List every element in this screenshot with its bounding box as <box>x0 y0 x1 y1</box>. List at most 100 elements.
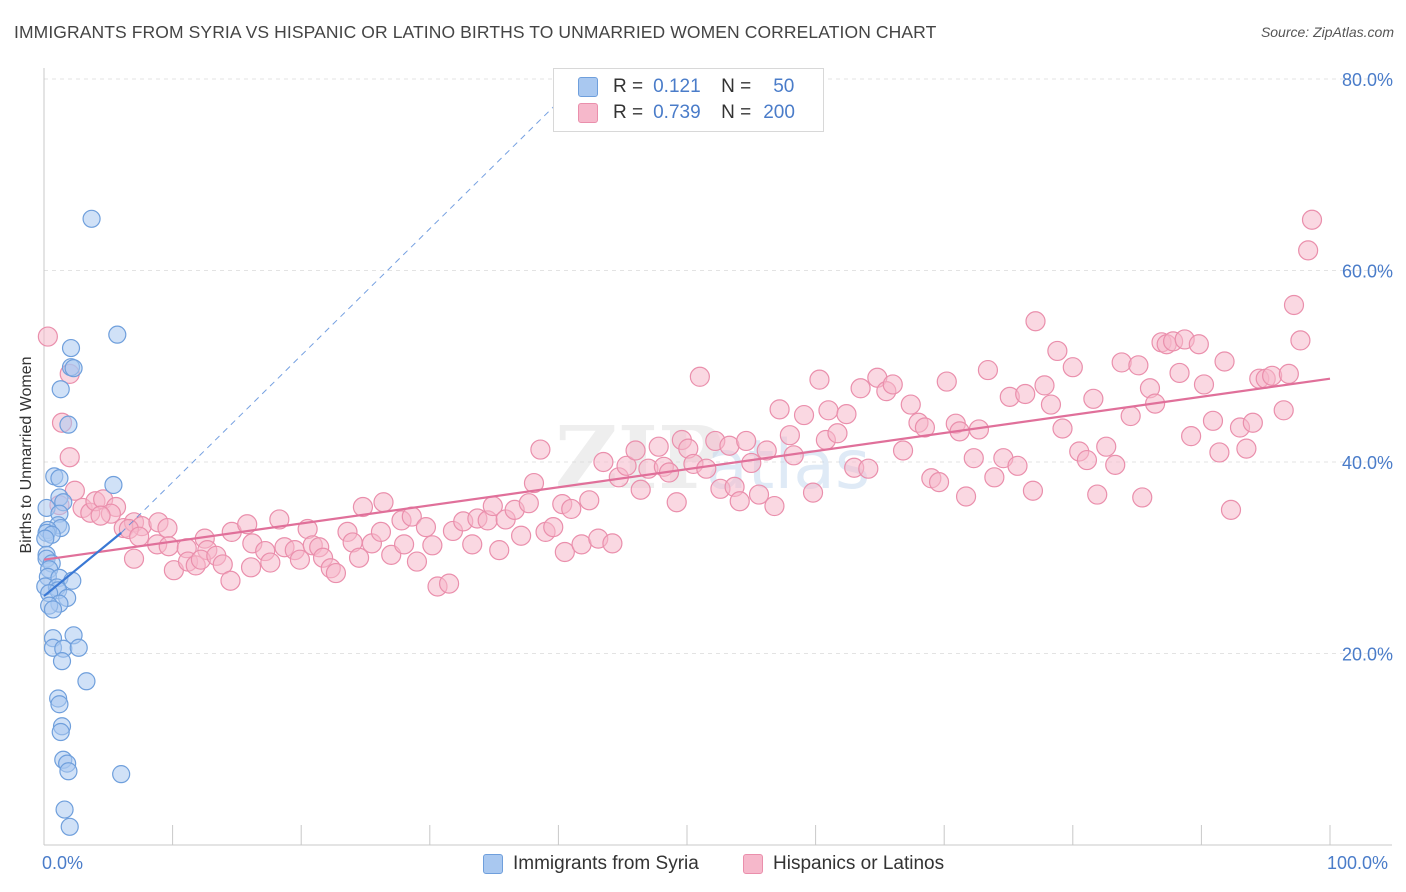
data-point-syria <box>77 672 96 691</box>
data-point-hispanics <box>1096 436 1117 457</box>
data-point-hispanics <box>237 514 258 535</box>
y-tick-label: 40.0% <box>1342 453 1393 473</box>
data-point-hispanics <box>462 534 483 555</box>
data-point-hispanics <box>648 436 669 457</box>
bottom-legend-syria: Immigrants from Syria <box>483 852 699 876</box>
data-point-hispanics <box>561 498 582 520</box>
data-point-hispanics <box>212 554 233 575</box>
data-point-hispanics <box>1278 363 1299 385</box>
legend-n-label: N = <box>721 102 752 123</box>
data-point-hispanics <box>1169 362 1190 384</box>
data-point-hispanics <box>1040 394 1062 415</box>
data-point-hispanics <box>900 394 921 415</box>
data-point-hispanics <box>836 404 857 425</box>
data-point-hispanics <box>1034 375 1055 396</box>
data-point-hispanics <box>59 447 80 468</box>
data-point-hispanics <box>489 539 510 561</box>
data-point-syria <box>50 469 69 488</box>
data-point-hispanics <box>928 472 950 493</box>
data-point-hispanics <box>393 534 415 555</box>
data-point-hispanics <box>1120 405 1141 427</box>
data-point-hispanics <box>802 482 824 503</box>
legend-r-value: 0.121 <box>653 76 701 97</box>
y-axis-title: Births to Unmarried Women <box>18 356 35 554</box>
data-point-hispanics <box>1193 374 1215 395</box>
data-point-hispanics <box>1273 400 1294 421</box>
data-point-hispanics <box>984 467 1005 488</box>
data-point-hispanics <box>827 423 848 444</box>
data-point-hispanics <box>1105 454 1126 475</box>
data-point-hispanics <box>850 378 871 399</box>
data-point-hispanics <box>955 486 977 507</box>
chart-title: IMMIGRANTS FROM SYRIA VS HISPANIC OR LAT… <box>14 22 937 42</box>
trend-lines <box>43 101 1331 597</box>
data-point-hispanics <box>1132 487 1153 508</box>
legend-swatch-syria <box>578 77 598 97</box>
data-point-hispanics <box>325 562 347 584</box>
data-point-hispanics <box>741 452 762 474</box>
data-point-hispanics <box>422 535 443 556</box>
data-point-hispanics <box>1025 311 1046 332</box>
trend-line-hispanics <box>43 377 1331 561</box>
data-point-syria <box>59 762 78 781</box>
data-point-hispanics <box>240 557 262 578</box>
data-point-hispanics <box>352 496 374 518</box>
source-label: Source: ZipAtlas.com <box>1260 24 1394 40</box>
data-point-hispanics <box>348 547 370 568</box>
data-point-hispanics <box>1298 240 1319 261</box>
data-point-hispanics <box>809 369 830 390</box>
data-point-hispanics <box>579 490 600 511</box>
correlation-legend: R = 0.121 N = 50 R = 0.739 N = 200 <box>553 68 824 132</box>
data-point-hispanics <box>518 493 539 514</box>
y-tick-label: 80.0% <box>1342 70 1393 90</box>
data-point-hispanics <box>1128 355 1149 376</box>
data-point-syria <box>52 652 72 671</box>
bottom-legend-hispanics: Hispanics or Latinos <box>743 852 944 876</box>
data-point-hispanics <box>892 440 914 461</box>
data-point-hispanics <box>129 526 150 547</box>
data-point-hispanics <box>1007 455 1028 476</box>
data-point-hispanics <box>1236 438 1257 459</box>
data-point-syria <box>51 722 70 742</box>
data-point-hispanics <box>748 484 770 505</box>
data-point-hispanics <box>1283 294 1305 316</box>
bottom-legend-label-syria: Immigrants from Syria <box>513 853 699 874</box>
data-point-hispanics <box>666 492 687 513</box>
legend-r-label: R = <box>613 102 644 123</box>
data-point-syria <box>55 800 74 819</box>
data-point-hispanics <box>523 472 545 494</box>
legend-n-value: 50 <box>773 76 795 97</box>
axes <box>43 68 1392 846</box>
y-tick-label: 60.0% <box>1342 262 1393 282</box>
data-point-hispanics <box>438 573 460 594</box>
data-point-hispanics <box>571 534 592 555</box>
data-point-hispanics <box>123 548 145 569</box>
data-point-hispanics <box>696 458 717 479</box>
data-point-hispanics <box>554 541 575 563</box>
legend-r-value: 0.739 <box>653 102 701 123</box>
data-point-hispanics <box>779 425 800 446</box>
trend-line-syria-extrapolated <box>120 101 559 534</box>
legend-n-label: N = <box>721 76 752 97</box>
gridlines <box>44 78 1392 654</box>
bottom-legend-swatch-hispanics <box>743 854 763 874</box>
data-point-hispanics <box>1214 351 1235 372</box>
y-tick-labels: 20.0% 40.0% 60.0% 80.0% <box>1342 70 1393 665</box>
data-point-hispanics <box>530 439 551 460</box>
x-axis-max-label: 100.0% <box>1327 853 1389 873</box>
data-point-hispanics <box>157 517 178 539</box>
data-point-hispanics <box>593 451 614 473</box>
data-point-hispanics <box>1083 388 1104 409</box>
data-point-hispanics <box>914 417 936 438</box>
data-point-hispanics <box>1301 209 1323 230</box>
data-point-hispanics <box>1022 480 1044 501</box>
data-point-hispanics <box>977 359 999 381</box>
data-point-syria <box>51 380 70 399</box>
data-point-hispanics <box>719 435 740 456</box>
y-tick-label: 20.0% <box>1342 645 1393 665</box>
data-point-hispanics <box>858 458 879 479</box>
data-point-syria <box>108 325 127 344</box>
data-point-hispanics <box>1262 365 1283 386</box>
data-point-hispanics <box>1209 442 1230 463</box>
